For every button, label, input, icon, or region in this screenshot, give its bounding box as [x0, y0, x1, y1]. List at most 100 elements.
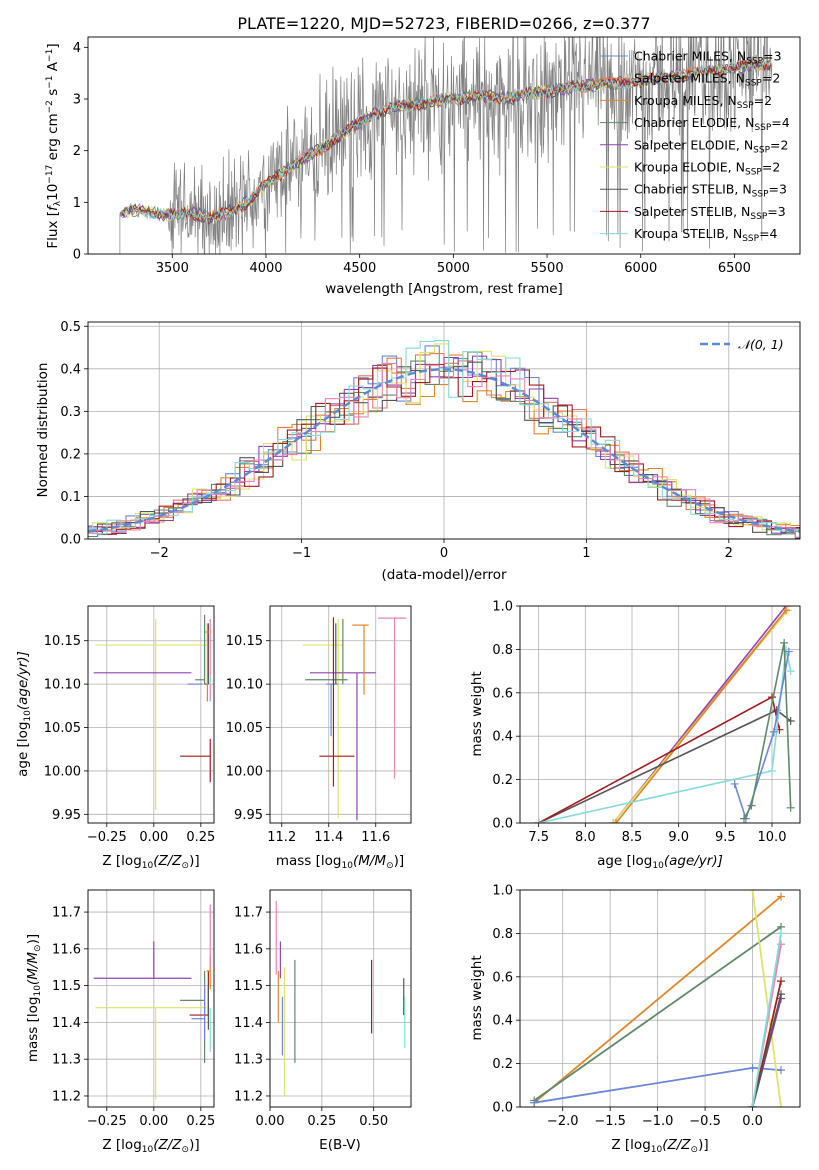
axes-border — [269, 889, 412, 1108]
error-point — [319, 617, 355, 787]
series-line — [615, 609, 787, 823]
grid-lines — [520, 605, 800, 824]
error-point — [302, 619, 343, 819]
y-tick-label: 11.7 — [52, 906, 81, 921]
y-tick-label: 3 — [73, 93, 81, 108]
plot-area — [93, 904, 211, 1100]
x-axis-label: Z [log10(Z/Z⊙)] — [611, 1137, 708, 1155]
label-part: Kroupa ELODIE, — [634, 160, 736, 175]
label-part: SSP — [745, 79, 762, 89]
plot-area — [534, 606, 795, 823]
error-point — [95, 1007, 207, 1100]
series-line — [533, 895, 782, 1104]
x-tick-label: 5500 — [531, 261, 564, 276]
frame: −2.0 −1.5 −1.0 −0.5 0.0 0.0 0.2 0.4 0.6 0.8 1.0 Z [… — [469, 884, 801, 1155]
x-tick-label: −0.5 — [689, 1114, 721, 1129]
x-tick-label: −0.25 — [87, 1114, 127, 1129]
label-part: mass [log — [276, 853, 342, 869]
x-axis-label: age [log10(age/yr)] — [597, 853, 723, 871]
label-part: −17 — [45, 165, 55, 184]
label-part: Kroupa STELIB, — [634, 226, 733, 241]
axes-border — [87, 36, 801, 255]
x-axis-label: mass [log10(M/M⊙)] — [276, 853, 404, 871]
y-axis-label: mass [log10(M/M⊙)] — [25, 934, 43, 1062]
y-tick-label: 1.0 — [492, 884, 513, 899]
x-tick-label: 0.0 — [742, 1114, 763, 1129]
label-part: 10 — [33, 985, 43, 997]
x-axis-label: (data-model)/error — [381, 567, 507, 583]
label-part: N — [733, 226, 742, 241]
error-point — [93, 941, 192, 979]
label-part: N — [742, 182, 751, 197]
series-marker — [747, 801, 756, 810]
x-tick-label: 10.0 — [758, 830, 787, 845]
label-part: erg cm — [45, 113, 61, 164]
label-part: (age/yr)] — [664, 853, 723, 869]
series-line — [733, 651, 790, 822]
x-tick-label: −2 — [150, 546, 169, 561]
series-marker — [786, 803, 795, 812]
label-part: f — [45, 204, 61, 211]
normal-curve — [88, 368, 800, 533]
label-part: 10 — [341, 861, 353, 871]
label-part: =2 — [762, 71, 780, 86]
y-tick-label: 0.8 — [492, 927, 513, 942]
label-part: ⊙ — [182, 861, 190, 871]
error-point — [309, 672, 376, 821]
label-part: N — [741, 204, 750, 219]
legend-label: Kroupa ELODIE, NSSP=2 — [634, 160, 780, 178]
label-part: ⊙ — [182, 1145, 190, 1155]
x-tick-label: −1.0 — [642, 1114, 674, 1129]
label-part: Chabrier STELIB, — [634, 182, 742, 197]
series-marker — [777, 1103, 786, 1107]
axes-border — [519, 889, 801, 1108]
axes-spectrum: 3500 4000 4500 5000 5500 6000 6500 0 1 2 3 4 Chabrie… — [45, 36, 801, 297]
x-tick-label: 0.00 — [139, 1114, 168, 1129]
legend-label: Kroupa MILES, NSSP=2 — [634, 93, 772, 111]
error-point — [205, 623, 210, 702]
x-tick-label: −1.5 — [594, 1114, 626, 1129]
legend-label: Chabrier ELODIE, NSSP=4 — [634, 115, 790, 133]
frame: 0.00 0.25 0.50 11.2 11.3 11.4 11.5 11.6 11.7 E(B-… — [234, 889, 412, 1153]
x-tick-label: 3500 — [156, 261, 189, 276]
y-tick-label: 4 — [73, 41, 81, 56]
series-marker — [780, 638, 789, 647]
series-line — [751, 993, 782, 1107]
axes-age-vs-Z: −0.25 0.00 0.25 9.95 10.00 10.05 10.10 10.15 Z [… — [15, 605, 215, 871]
x-tick-label: −2.0 — [547, 1114, 579, 1129]
legend-label: Salpeter STELIB, NSSP=3 — [634, 204, 786, 222]
y-axis-label: Normed distribution — [35, 363, 51, 498]
label-part: Z [log — [611, 1137, 650, 1153]
label-part: (Z/Z — [662, 1137, 691, 1153]
grid-lines — [269, 890, 411, 1107]
label-part: ⊙ — [691, 1145, 699, 1155]
axes-age-vs-mass: 11.2 11.4 11.6 9.95 10.00 10.05 10.10 10.15 mass… — [226, 605, 412, 871]
label-part: N — [727, 93, 736, 108]
label-part: age [log — [597, 853, 652, 869]
y-tick-label: 10.00 — [226, 764, 263, 779]
series-line — [533, 926, 782, 1102]
plot-area — [93, 614, 211, 810]
frame: 11.2 11.4 11.6 9.95 10.00 10.05 10.10 10.15 mass… — [226, 605, 412, 871]
label-part: =2 — [754, 93, 772, 108]
series-line — [538, 649, 792, 823]
series-marker — [748, 1103, 757, 1107]
label-part: =4 — [771, 115, 789, 130]
plots-group: 3500 4000 4500 5000 5500 6000 6500 0 1 2 3 4 Chabrie… — [15, 36, 801, 1155]
axes-mass-vs-ebv: 0.00 0.25 0.50 11.2 11.3 11.4 11.5 11.6 11.7 E(B-… — [234, 889, 412, 1153]
x-tick-label: 0 — [440, 546, 448, 561]
label-part: N — [737, 49, 746, 64]
legend-label: Kroupa STELIB, NSSP=4 — [634, 226, 778, 244]
frame: −2 −1 0 1 2 0.0 0.1 0.2 0.3 0.4 0.5 𝒩(0, 1) (data-mo… — [35, 320, 801, 583]
plot-area — [530, 890, 786, 1107]
plot-area — [88, 340, 800, 539]
x-tick-label: 2 — [725, 546, 733, 561]
y-tick-label: 0.4 — [60, 362, 81, 377]
y-tick-label: 11.4 — [234, 1016, 263, 1031]
label-part: Z [log — [102, 853, 141, 869]
x-tick-label: 8.5 — [622, 830, 643, 845]
label-part: )] — [25, 934, 41, 945]
y-tick-label: 0 — [73, 248, 81, 263]
y-axis-label: Flux [fλ10−17 erg cm−2 s−1 A−1] — [45, 43, 63, 248]
x-tick-label: 4500 — [343, 261, 376, 276]
